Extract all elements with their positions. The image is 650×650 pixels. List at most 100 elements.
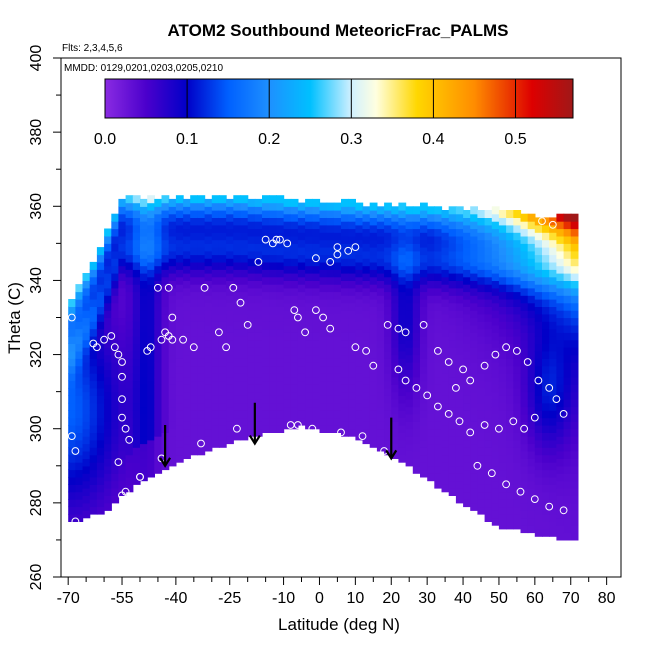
heatmap-cell <box>391 384 400 393</box>
heatmap-cell <box>470 376 478 385</box>
heatmap-cell <box>111 280 120 289</box>
y-tick-label: 340 <box>28 267 45 294</box>
heatmap-cell <box>549 239 557 248</box>
heatmap-cell <box>477 276 486 285</box>
heatmap-cell <box>563 384 572 393</box>
heatmap-cell <box>175 380 184 389</box>
heatmap-cell <box>427 243 435 252</box>
heatmap-cell <box>341 332 349 341</box>
heatmap-cell <box>570 273 579 281</box>
heatmap-cell <box>104 347 112 356</box>
heatmap-cell <box>326 217 335 226</box>
heatmap-cell <box>333 410 342 419</box>
heatmap-cell <box>147 439 155 448</box>
heatmap-cell <box>104 391 112 400</box>
heatmap-cell <box>549 306 557 315</box>
heatmap-cell <box>427 295 435 304</box>
heatmap-cell <box>412 243 421 252</box>
heatmap-cell <box>355 210 364 218</box>
heatmap-cell <box>312 317 321 326</box>
x-tick-label: 60 <box>526 590 544 607</box>
heatmap-cell <box>348 228 356 237</box>
heatmap-cell <box>226 213 234 222</box>
heatmap-cell <box>369 402 378 411</box>
heatmap-cell <box>89 306 98 315</box>
heatmap-cell <box>448 465 457 474</box>
heatmap-cell <box>513 462 522 471</box>
heatmap-cell <box>168 443 177 452</box>
sample-point <box>513 347 521 355</box>
heatmap-cell <box>527 302 536 311</box>
heatmap-cell <box>427 428 435 437</box>
heatmap-cell <box>168 295 177 304</box>
heatmap-cell <box>484 425 493 433</box>
heatmap-cell <box>111 221 120 230</box>
heatmap-cell <box>104 399 112 408</box>
sample-point <box>538 217 546 226</box>
sample-point <box>197 439 205 448</box>
heatmap-cell <box>147 336 155 344</box>
heatmap-cell <box>319 417 328 426</box>
heatmap-cell <box>247 206 256 215</box>
heatmap-cell <box>89 410 98 419</box>
heatmap-cell <box>498 365 507 374</box>
heatmap-cell <box>297 380 306 389</box>
heatmap-cell <box>355 321 364 330</box>
heatmap-cell <box>68 343 76 352</box>
heatmap-cell <box>398 358 407 367</box>
heatmap-cell <box>477 254 486 263</box>
heatmap-cell <box>455 369 464 378</box>
heatmap-cell <box>247 362 256 370</box>
heatmap-cell <box>226 295 234 304</box>
heatmap-cell <box>68 425 76 433</box>
heatmap-cell <box>398 217 407 226</box>
heatmap-cell <box>498 447 507 456</box>
heatmap-cell <box>254 302 263 311</box>
heatmap-cell <box>190 395 198 404</box>
heatmap-cell <box>218 232 227 241</box>
heatmap-cell <box>68 350 76 359</box>
heatmap-cell <box>140 213 148 222</box>
heatmap-cell <box>161 387 170 396</box>
heatmap-cell <box>262 202 270 211</box>
heatmap-cell <box>384 202 392 211</box>
heatmap-cell <box>376 221 385 230</box>
sample-point <box>294 313 302 322</box>
heatmap-cell <box>470 451 478 459</box>
heatmap-cell <box>254 428 263 437</box>
heatmap-cell <box>477 462 486 471</box>
heatmap-cell <box>161 291 170 300</box>
heatmap-cell <box>197 247 206 256</box>
heatmap-cell <box>405 228 414 237</box>
heatmap-cell <box>570 362 579 370</box>
heatmap-cell <box>247 221 256 230</box>
heatmap-cell <box>434 376 443 385</box>
heatmap-cell <box>104 451 112 459</box>
heatmap-cell <box>233 410 242 419</box>
heatmap-cell <box>147 462 155 471</box>
heatmap-cell <box>211 343 220 352</box>
heatmap-cell <box>412 332 421 341</box>
heatmap-cell <box>491 228 500 237</box>
heatmap-cell <box>262 276 270 285</box>
heatmap-cell <box>420 291 428 300</box>
heatmap-cell <box>498 395 507 404</box>
heatmap-cell <box>290 213 299 222</box>
heatmap-cell <box>96 484 105 493</box>
heatmap-cell <box>455 235 464 244</box>
heatmap-cell <box>233 387 242 396</box>
heatmap-cell <box>369 365 378 374</box>
heatmap-cell <box>455 250 464 259</box>
heatmap-cell <box>82 488 91 496</box>
heatmap-cell <box>534 447 543 456</box>
heatmap-cell <box>362 273 371 281</box>
heatmap-cell <box>89 387 98 396</box>
heatmap-cell <box>427 443 435 452</box>
heatmap-cell <box>470 480 478 489</box>
heatmap-cell <box>297 321 306 330</box>
heatmap-cell <box>262 254 270 263</box>
heatmap-cell <box>484 484 493 493</box>
heatmap-cell <box>376 391 385 400</box>
heatmap-cell <box>376 317 385 326</box>
heatmap-cell <box>355 395 364 404</box>
